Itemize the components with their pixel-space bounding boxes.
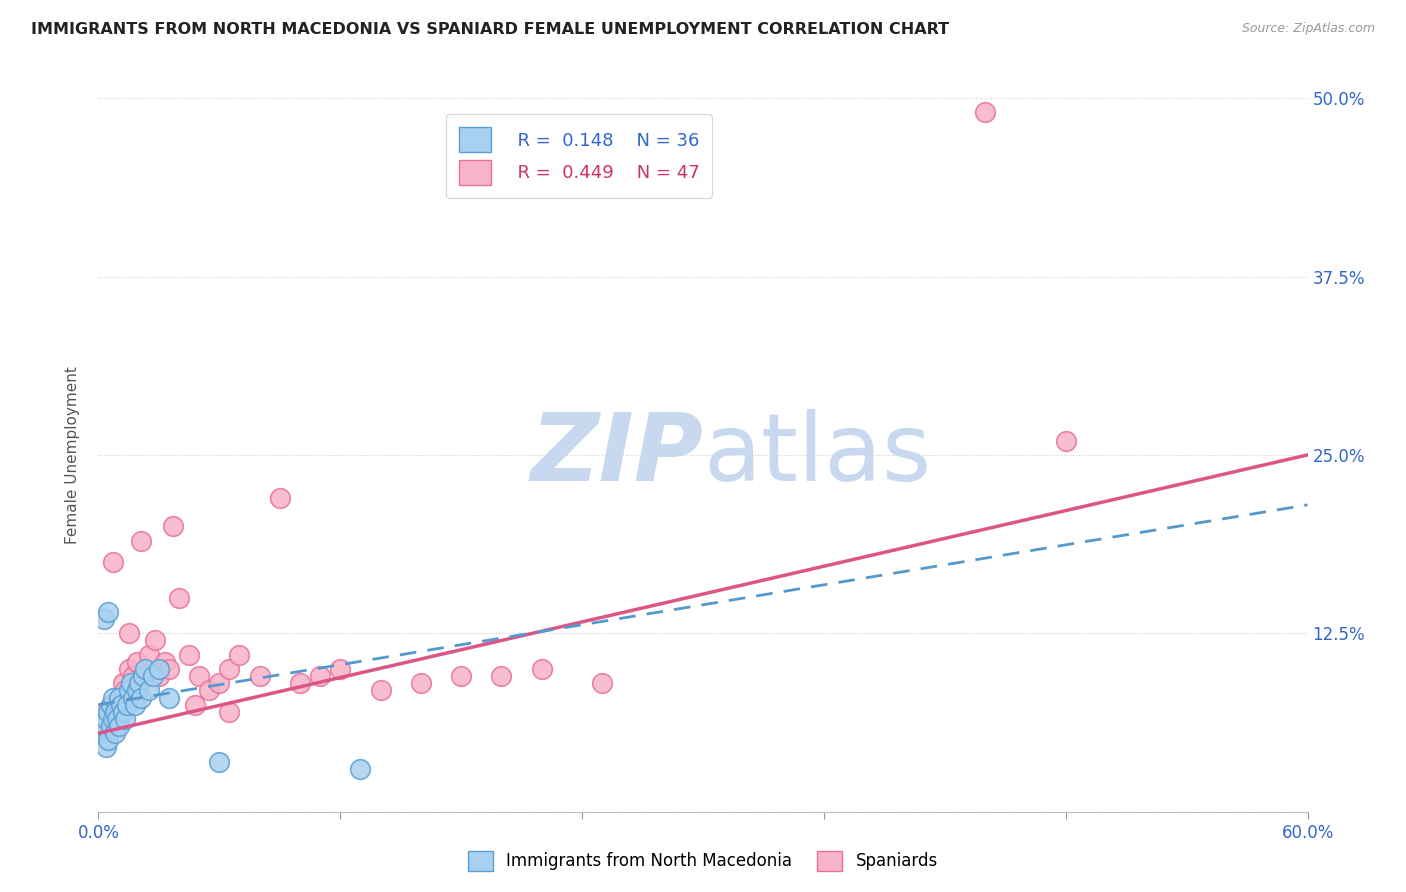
Point <box>153 655 176 669</box>
Point <box>114 712 136 726</box>
Point <box>142 669 165 683</box>
Point <box>349 762 371 776</box>
Point <box>120 676 142 690</box>
Point <box>129 533 152 548</box>
Point <box>134 662 156 676</box>
Point <box>249 669 271 683</box>
Point <box>107 690 129 705</box>
Point <box>93 612 115 626</box>
Y-axis label: Female Unemployment: Female Unemployment <box>65 366 80 544</box>
Point <box>103 726 125 740</box>
Point <box>111 705 134 719</box>
Point <box>96 740 118 755</box>
Point <box>269 491 291 505</box>
Point <box>143 633 166 648</box>
Point <box>491 669 513 683</box>
Point <box>101 690 124 705</box>
Point <box>148 669 170 683</box>
Point <box>111 676 134 690</box>
Point <box>132 669 155 683</box>
Point <box>188 669 211 683</box>
Point <box>124 698 146 712</box>
Point <box>96 712 118 726</box>
Point <box>101 712 124 726</box>
Point <box>288 676 311 690</box>
Text: IMMIGRANTS FROM NORTH MACEDONIA VS SPANIARD FEMALE UNEMPLOYMENT CORRELATION CHAR: IMMIGRANTS FROM NORTH MACEDONIA VS SPANI… <box>31 22 949 37</box>
Point <box>91 726 114 740</box>
Point <box>114 683 136 698</box>
Point <box>138 648 160 662</box>
Legend:   R =  0.148    N = 36,   R =  0.449    N = 47: R = 0.148 N = 36, R = 0.449 N = 47 <box>446 114 711 198</box>
Point <box>218 705 240 719</box>
Point <box>309 669 332 683</box>
Point <box>110 698 132 712</box>
Point <box>105 712 128 726</box>
Point <box>100 698 122 712</box>
Point <box>228 648 250 662</box>
Point <box>118 683 141 698</box>
Point <box>97 726 120 740</box>
Point <box>128 676 150 690</box>
Point <box>107 719 129 733</box>
Point <box>329 662 352 676</box>
Point <box>93 705 115 719</box>
Point <box>107 690 129 705</box>
Point <box>208 755 231 769</box>
Point <box>115 698 138 712</box>
Point <box>157 662 180 676</box>
Point <box>121 669 143 683</box>
Legend: Immigrants from North Macedonia, Spaniards: Immigrants from North Macedonia, Spaniar… <box>460 842 946 880</box>
Point <box>105 705 128 719</box>
Point <box>132 669 155 683</box>
Point <box>157 690 180 705</box>
Point <box>118 626 141 640</box>
Point <box>121 690 143 705</box>
Point <box>1054 434 1077 448</box>
Point <box>208 676 231 690</box>
Point <box>450 669 472 683</box>
Point <box>101 555 124 569</box>
Point <box>591 676 613 690</box>
Point <box>162 519 184 533</box>
Point <box>91 719 114 733</box>
Point <box>530 662 553 676</box>
Text: Source: ZipAtlas.com: Source: ZipAtlas.com <box>1241 22 1375 36</box>
Point <box>110 698 132 712</box>
Point <box>97 605 120 619</box>
Point <box>103 719 125 733</box>
Point <box>167 591 190 605</box>
Point <box>138 683 160 698</box>
Point <box>96 712 118 726</box>
Point <box>125 655 148 669</box>
Point <box>974 105 997 120</box>
Point <box>148 662 170 676</box>
Point <box>409 676 432 690</box>
Point <box>97 705 120 719</box>
Point <box>179 648 201 662</box>
Point <box>97 733 120 747</box>
Point <box>129 690 152 705</box>
Point <box>118 662 141 676</box>
Point <box>103 705 125 719</box>
Point <box>93 719 115 733</box>
Point <box>100 698 122 712</box>
Point <box>218 662 240 676</box>
Point <box>184 698 207 712</box>
Text: ZIP: ZIP <box>530 409 703 501</box>
Point <box>100 719 122 733</box>
Point <box>370 683 392 698</box>
Point <box>198 683 221 698</box>
Text: atlas: atlas <box>703 409 931 501</box>
Point <box>101 712 124 726</box>
Point <box>125 683 148 698</box>
